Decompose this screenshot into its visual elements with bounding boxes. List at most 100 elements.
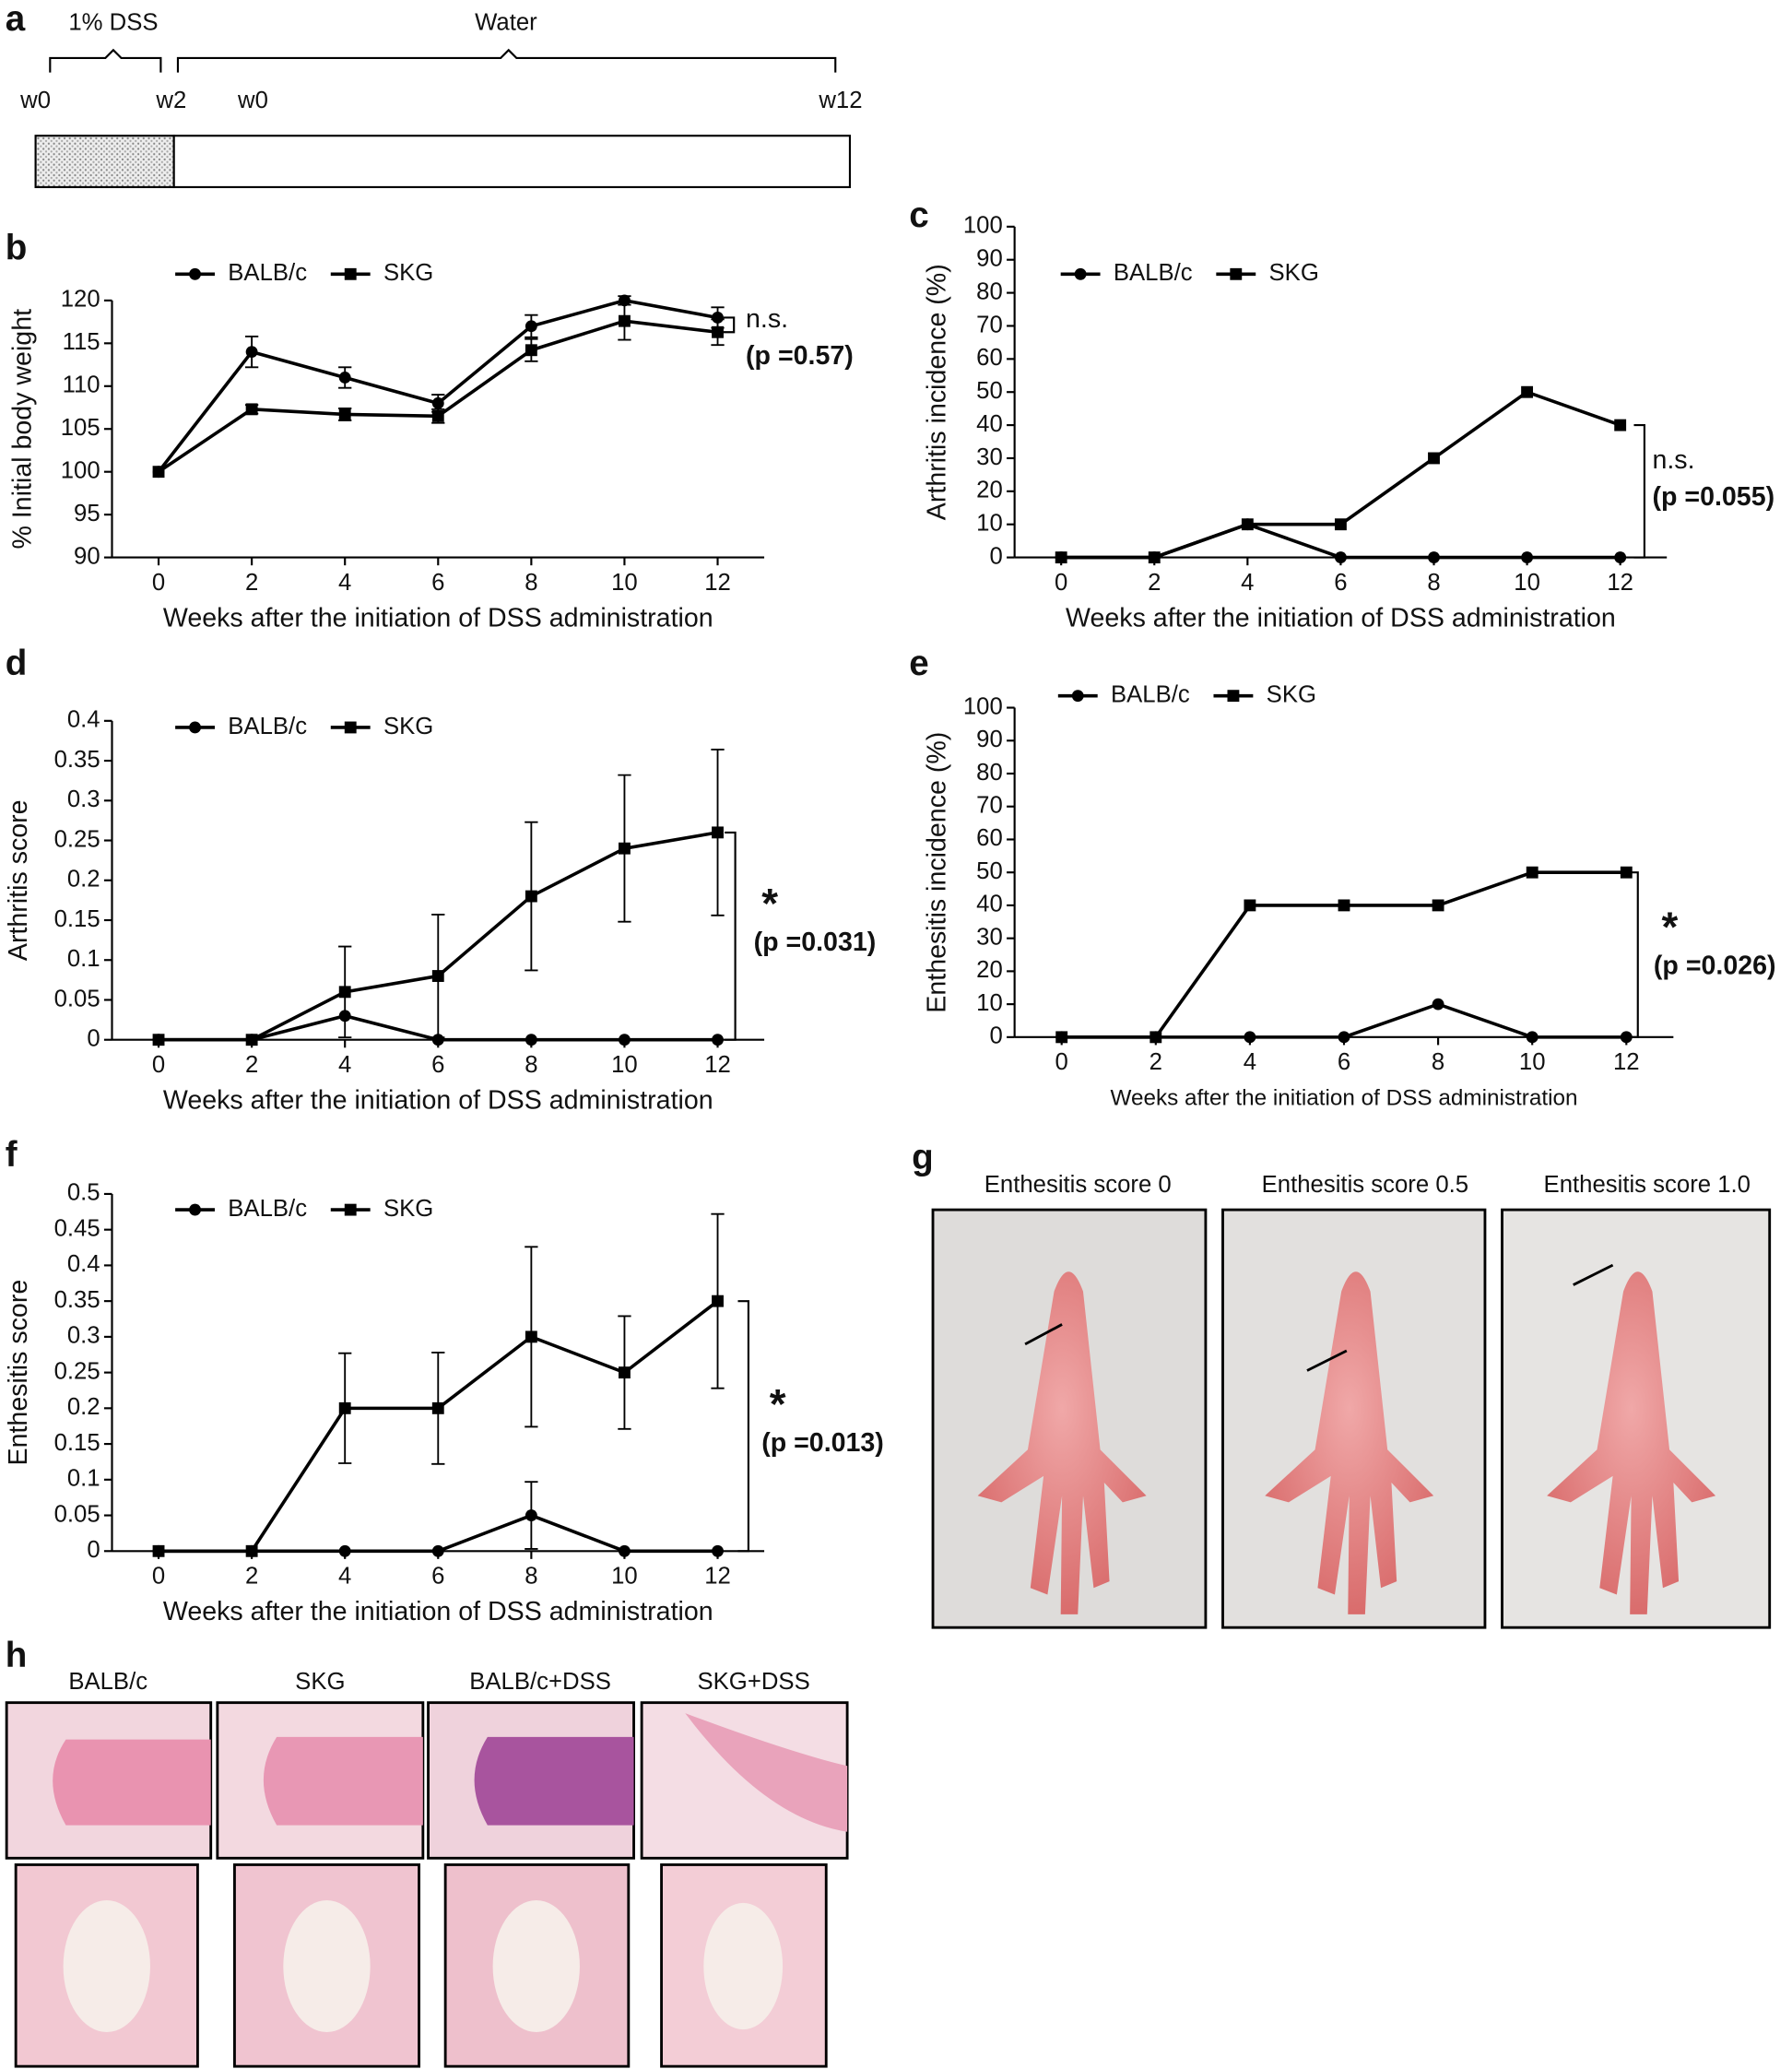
x-tick-label: 6 <box>1338 1049 1350 1075</box>
y-tick-label: 0.25 <box>54 826 100 852</box>
marker <box>619 1366 631 1379</box>
y-tick-label: 10 <box>976 511 1003 537</box>
y-tick-label: 0.25 <box>54 1358 100 1384</box>
marker <box>1148 551 1161 564</box>
marker <box>525 890 537 903</box>
marker <box>1620 1031 1633 1044</box>
marker <box>525 344 537 357</box>
x-tick-label: 10 <box>611 1052 638 1078</box>
x-tick-label: 2 <box>1148 570 1161 596</box>
y-tick-label: 0.45 <box>54 1215 100 1241</box>
y-tick-label: 50 <box>976 378 1003 404</box>
marker <box>1055 551 1067 564</box>
x-axis-label: Weeks after the initiation of DSS admini… <box>163 1085 713 1115</box>
bracket <box>1627 871 1639 1038</box>
marker <box>344 721 357 734</box>
water-bar <box>172 135 852 189</box>
phase-label: 1% DSS <box>68 10 158 36</box>
y-tick-label: 0.4 <box>67 707 100 733</box>
y-tick-label: 100 <box>963 213 1003 239</box>
x-tick-label: 0 <box>1055 570 1067 596</box>
marker <box>1338 899 1350 912</box>
y-tick-label: 70 <box>976 312 1003 337</box>
x-tick-label: 12 <box>704 1564 731 1590</box>
y-tick-label: 70 <box>976 793 1003 819</box>
phase-label: Water <box>475 10 537 36</box>
y-tick-label: 0.2 <box>67 1394 100 1420</box>
bracket <box>737 1300 749 1553</box>
photo-caption: Enthesitis score 0.5 <box>1262 1172 1468 1198</box>
marker <box>431 1544 444 1557</box>
marker <box>712 826 724 839</box>
x-tick-label: 8 <box>1427 570 1440 596</box>
x-tick-label: 0 <box>152 570 165 596</box>
y-tick-label: 90 <box>74 543 100 569</box>
marker <box>1334 551 1347 564</box>
marker <box>619 1544 631 1557</box>
annotation: n.s. <box>746 304 788 334</box>
marker <box>619 294 631 307</box>
y-tick-label: 90 <box>976 727 1003 752</box>
y-tick-label: 0.15 <box>54 1430 100 1456</box>
x-axis-label: Weeks after the initiation of DSS admini… <box>163 1597 713 1626</box>
marker <box>1334 518 1347 531</box>
x-tick-label: 6 <box>431 570 444 596</box>
marker <box>1241 518 1254 531</box>
bracket <box>725 831 737 1041</box>
x-tick-label: 8 <box>1432 1049 1444 1075</box>
x-tick-label: 12 <box>1607 570 1633 596</box>
y-tick-label: 40 <box>976 411 1003 437</box>
x-tick-label: 10 <box>1514 570 1540 596</box>
annotation: (p =0.031) <box>754 928 877 957</box>
dss-bar <box>34 135 175 189</box>
y-axis-label: Arthritis score <box>4 799 33 961</box>
y-axis-label: Enthesitis incidence (%) <box>922 732 951 1013</box>
marker <box>189 267 201 280</box>
marker <box>189 721 201 734</box>
marker <box>189 1203 201 1216</box>
marker <box>338 1544 351 1557</box>
x-tick-label: 4 <box>1244 1049 1256 1075</box>
photos <box>931 1208 1772 1629</box>
y-tick-label: 110 <box>63 372 100 398</box>
annotation: * <box>761 880 778 927</box>
bracket <box>723 316 736 334</box>
marker <box>525 1509 537 1521</box>
marker <box>1526 1031 1539 1044</box>
y-axis-label: Arthritis incidence (%) <box>922 264 951 520</box>
y-tick-label: 0.35 <box>54 747 100 773</box>
y-tick-label: 30 <box>976 924 1003 950</box>
y-tick-label: 0.2 <box>67 867 100 893</box>
legend-label: SKG <box>383 1196 433 1222</box>
x-tick-label: 0 <box>1055 1049 1068 1075</box>
photo-caption: Enthesitis score 1.0 <box>1544 1172 1751 1198</box>
marker <box>619 1034 631 1046</box>
legend-label: SKG <box>1267 681 1316 707</box>
x-tick-label: 4 <box>1241 570 1254 596</box>
x-axis-label: Weeks after the initiation of DSS admini… <box>1110 1085 1577 1110</box>
x-tick-label: 10 <box>611 570 638 596</box>
annotation: (p =0.013) <box>761 1428 884 1458</box>
x-tick-label: 10 <box>1519 1049 1546 1075</box>
marker <box>1526 866 1539 879</box>
marker <box>1338 1031 1350 1044</box>
marker <box>344 1203 357 1216</box>
group-label: BALB/c+DSS <box>469 1669 611 1695</box>
y-tick-label: 0.3 <box>67 1323 100 1349</box>
marker <box>245 1544 258 1557</box>
marker <box>1227 690 1240 703</box>
y-tick-label: 60 <box>976 825 1003 851</box>
marker <box>525 320 537 333</box>
marker <box>1620 866 1633 879</box>
annotation: (p =0.055) <box>1652 482 1774 512</box>
marker <box>1074 267 1087 280</box>
marker <box>619 314 631 327</box>
y-tick-label: 30 <box>976 444 1003 470</box>
bracket <box>1633 424 1645 559</box>
panel-label: g <box>912 1138 934 1177</box>
panel-label: h <box>6 1636 28 1675</box>
marker <box>619 842 631 855</box>
marker <box>245 346 258 359</box>
y-tick-label: 20 <box>976 478 1003 503</box>
